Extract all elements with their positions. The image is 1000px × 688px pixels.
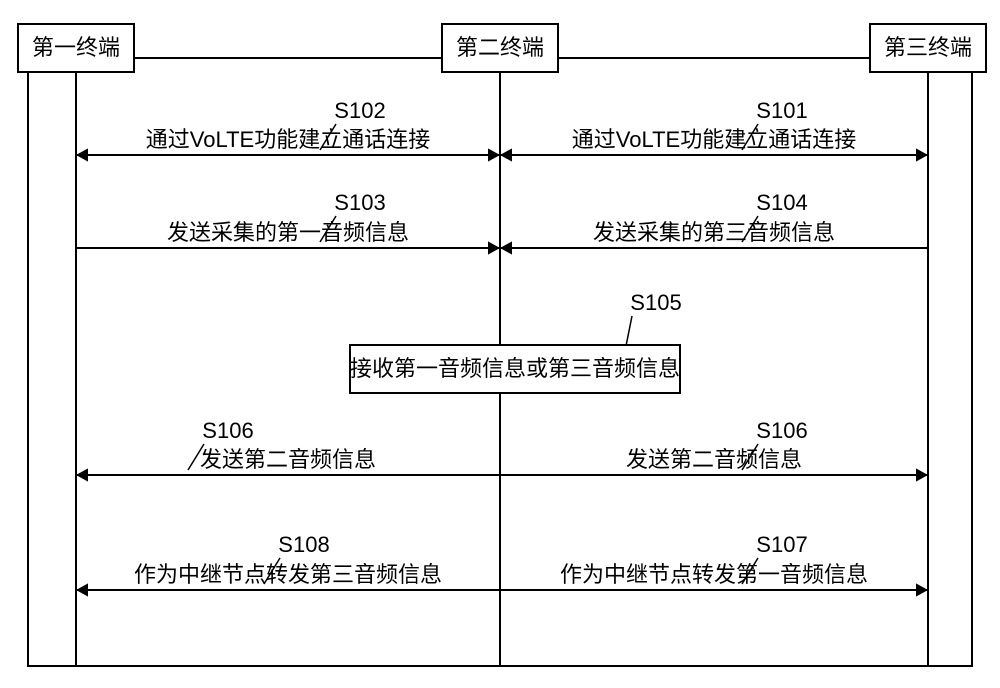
arrowhead <box>488 241 500 254</box>
note-text: 接收第一音频信息或第三音频信息 <box>350 356 680 381</box>
arrowhead <box>916 148 928 161</box>
message-text: 通过VoLTE功能建立通话连接 <box>572 127 856 152</box>
message-S107-7: 作为中继节点转发第一音频信息 S107 <box>500 532 928 597</box>
step-label-S103: S103 <box>334 190 385 215</box>
step-label-S105: S105 <box>630 290 681 315</box>
step-label-S107: S107 <box>756 532 807 557</box>
step-label-S102: S102 <box>334 98 385 123</box>
message-S104-3: 发送采集的第三音频信息 S104 <box>500 190 928 255</box>
sequence-diagram: 第一终端第二终端第三终端通过VoLTE功能建立通话连接S102通过VoLTE功能… <box>0 0 1000 688</box>
message-S102-0: 通过VoLTE功能建立通话连接 S102 <box>76 98 500 162</box>
message-S106-5: 发送第二音频信息 S106 <box>500 418 928 482</box>
message-text: 作为中继节点转发第三音频信息 <box>134 562 442 587</box>
participant-label-p3: 第三终端 <box>884 35 972 60</box>
arrowhead <box>76 148 88 161</box>
message-S106-4: 发送第二音频信息 S106 <box>76 418 500 482</box>
message-text: 发送第二音频信息 <box>200 447 376 472</box>
message-text: 发送采集的第一音频信息 <box>167 220 409 245</box>
arrowhead <box>916 468 928 481</box>
participant-label-p2: 第二终端 <box>456 35 544 60</box>
message-S101-1: 通过VoLTE功能建立通话连接 S101 <box>500 98 928 162</box>
message-S103-2: 发送采集的第一音频信息 S103 <box>76 190 500 255</box>
step-label-S101: S101 <box>756 98 807 123</box>
arrowhead <box>488 148 500 161</box>
arrowhead <box>916 583 928 596</box>
message-text: 通过VoLTE功能建立通话连接 <box>146 127 430 152</box>
message-S108-6: 作为中继节点转发第三音频信息 S108 <box>76 532 500 597</box>
message-text: 发送第二音频信息 <box>626 447 802 472</box>
arrowhead <box>500 148 512 161</box>
participant-label-p1: 第一终端 <box>32 35 120 60</box>
message-text: 发送采集的第三音频信息 <box>593 220 835 245</box>
message-text: 作为中继节点转发第一音频信息 <box>560 562 868 587</box>
step-label-S104: S104 <box>756 190 807 215</box>
arrowhead <box>500 241 512 254</box>
step-label-S106: S106 <box>756 418 807 443</box>
arrowhead <box>76 468 88 481</box>
pointer-line <box>626 316 632 346</box>
arrowhead <box>76 583 88 596</box>
step-label-S108: S108 <box>278 532 329 557</box>
step-label-S106: S106 <box>202 418 253 443</box>
note-S105: 接收第一音频信息或第三音频信息 S105 <box>350 290 682 393</box>
